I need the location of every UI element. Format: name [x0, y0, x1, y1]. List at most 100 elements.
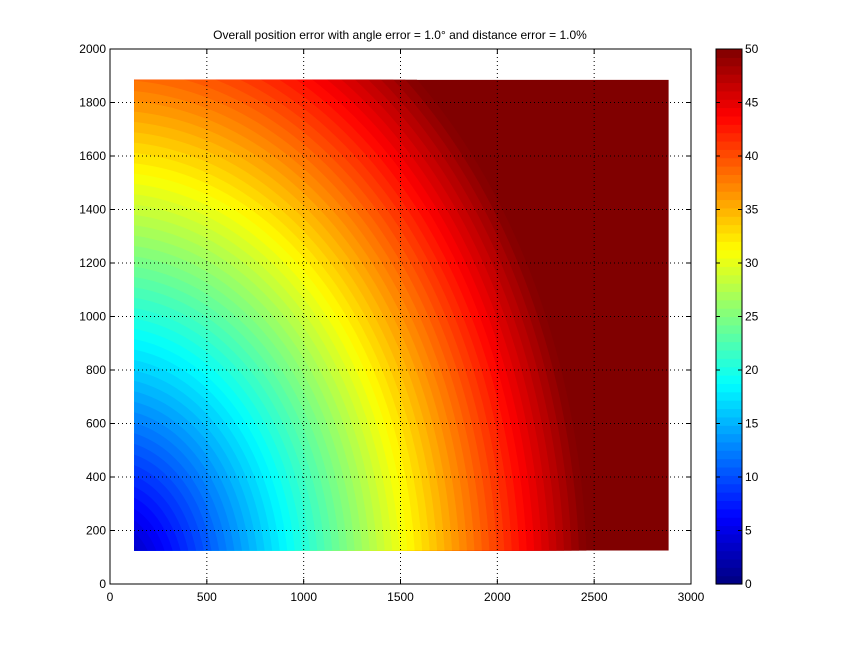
colorbar-tick-label: 25: [745, 310, 759, 324]
colorbar-band: [716, 525, 742, 535]
colorbar-tick-label: 30: [745, 256, 759, 270]
colorbar-band: [716, 149, 742, 159]
y-tick-label: 600: [86, 417, 106, 431]
heatmap-band: [134, 532, 148, 551]
y-tick-label: 1800: [79, 96, 106, 110]
colorbar-gradient: [716, 49, 742, 585]
colorbar-band: [716, 216, 742, 226]
x-tick-label: 1000: [290, 590, 317, 604]
x-tick-label: 1500: [387, 590, 414, 604]
colorbar-band: [716, 157, 742, 167]
colorbar-band: [716, 283, 742, 293]
colorbar-band: [716, 508, 742, 518]
colorbar-band: [716, 132, 742, 142]
x-tick-label: 3000: [678, 590, 705, 604]
heatmap-band: [134, 544, 139, 551]
colorbar-band: [716, 375, 742, 384]
colorbar-band: [716, 107, 742, 117]
colorbar: 0 5 10 15 20 25 30 35 40 45 50: [715, 42, 759, 591]
grid-lines: [110, 49, 691, 584]
x-tick-label: 0: [107, 590, 114, 604]
colorbar-band: [716, 115, 742, 125]
colorbar-band: [716, 224, 742, 234]
colorbar-band: [716, 324, 742, 334]
colorbar-band: [716, 174, 742, 184]
x-tick-label: 2000: [484, 590, 511, 604]
y-tick-label: 1200: [79, 256, 106, 270]
colorbar-tick-label: 50: [745, 42, 759, 56]
colorbar-tick-label: 5: [745, 524, 752, 538]
colorbar-band: [716, 74, 742, 84]
chart-title: Overall position error with angle error …: [213, 28, 587, 42]
colorbar-band: [716, 166, 742, 175]
y-tick-label: 1400: [79, 203, 106, 217]
colorbar-band: [716, 99, 742, 109]
colorbar-band: [716, 316, 742, 326]
y-tick-label: 1000: [79, 310, 106, 324]
colorbar-band: [716, 441, 742, 451]
colorbar-tick-label: 45: [745, 96, 759, 110]
colorbar-band: [716, 207, 742, 217]
colorbar-band: [716, 191, 742, 201]
colorbar-band: [716, 65, 742, 75]
colorbar-tick-label: 35: [745, 203, 759, 217]
y-tick-label: 400: [86, 470, 106, 484]
colorbar-band: [716, 274, 742, 284]
colorbar-band: [716, 266, 742, 276]
colorbar-band: [716, 199, 742, 209]
colorbar-band: [716, 291, 742, 301]
colorbar-band: [716, 341, 742, 351]
colorbar-band: [716, 140, 742, 150]
y-tick-label: 800: [86, 363, 106, 377]
colorbar-band: [716, 49, 742, 58]
colorbar-band: [716, 433, 742, 443]
colorbar-band: [716, 57, 742, 67]
colorbar-band: [716, 391, 742, 401]
x-tick-label: 2500: [581, 590, 608, 604]
colorbar-band: [716, 349, 742, 359]
colorbar-band: [716, 425, 742, 435]
colorbar-band: [716, 249, 742, 259]
colorbar-band: [716, 416, 742, 426]
colorbar-band: [716, 517, 742, 527]
colorbar-band: [716, 232, 742, 242]
colorbar-band: [716, 575, 742, 585]
y-tick-label: 1600: [79, 149, 106, 163]
plot-area: 0 500 1000 1500 2000 2500 3000 0 200 400 600 800 10…: [79, 42, 705, 604]
colorbar-band: [716, 90, 742, 100]
colorbar-band: [716, 475, 742, 485]
y-tick-label: 0: [99, 577, 106, 591]
colorbar-band: [716, 299, 742, 309]
colorbar-band: [716, 257, 742, 267]
colorbar-band: [716, 483, 742, 493]
x-tick-label: 500: [197, 590, 217, 604]
colorbar-band: [716, 383, 742, 393]
colorbar-band: [716, 241, 742, 251]
colorbar-band: [716, 182, 742, 192]
colorbar-band: [716, 400, 742, 410]
colorbar-band: [716, 124, 742, 134]
colorbar-band: [716, 533, 742, 543]
colorbar-band: [716, 500, 742, 510]
colorbar-tick-label: 40: [745, 149, 759, 163]
y-tick-label: 200: [86, 524, 106, 538]
colorbar-tick-label: 10: [745, 470, 759, 484]
colorbar-band: [716, 492, 742, 502]
y-axis: 0 200 400 600 800 1000 1200 1400 1600 1800 2000: [79, 42, 691, 591]
colorbar-band: [716, 82, 742, 92]
colorbar-band: [716, 408, 742, 418]
colorbar-band: [716, 358, 742, 368]
colorbar-tick-label: 20: [745, 363, 759, 377]
colorbar-band: [716, 550, 742, 560]
colorbar-tick-label: 15: [745, 417, 759, 431]
colorbar-band: [716, 450, 742, 460]
colorbar-band: [716, 366, 742, 376]
colorbar-band: [716, 333, 742, 343]
heatmap-surface: [134, 79, 669, 551]
colorbar-band: [716, 466, 742, 476]
colorbar-band: [716, 542, 742, 552]
colorbar-axis: 0 5 10 15 20 25 30 35 40 45 50: [716, 42, 759, 591]
x-axis: 0 500 1000 1500 2000 2500 3000: [107, 49, 705, 604]
colorbar-band: [716, 558, 742, 568]
